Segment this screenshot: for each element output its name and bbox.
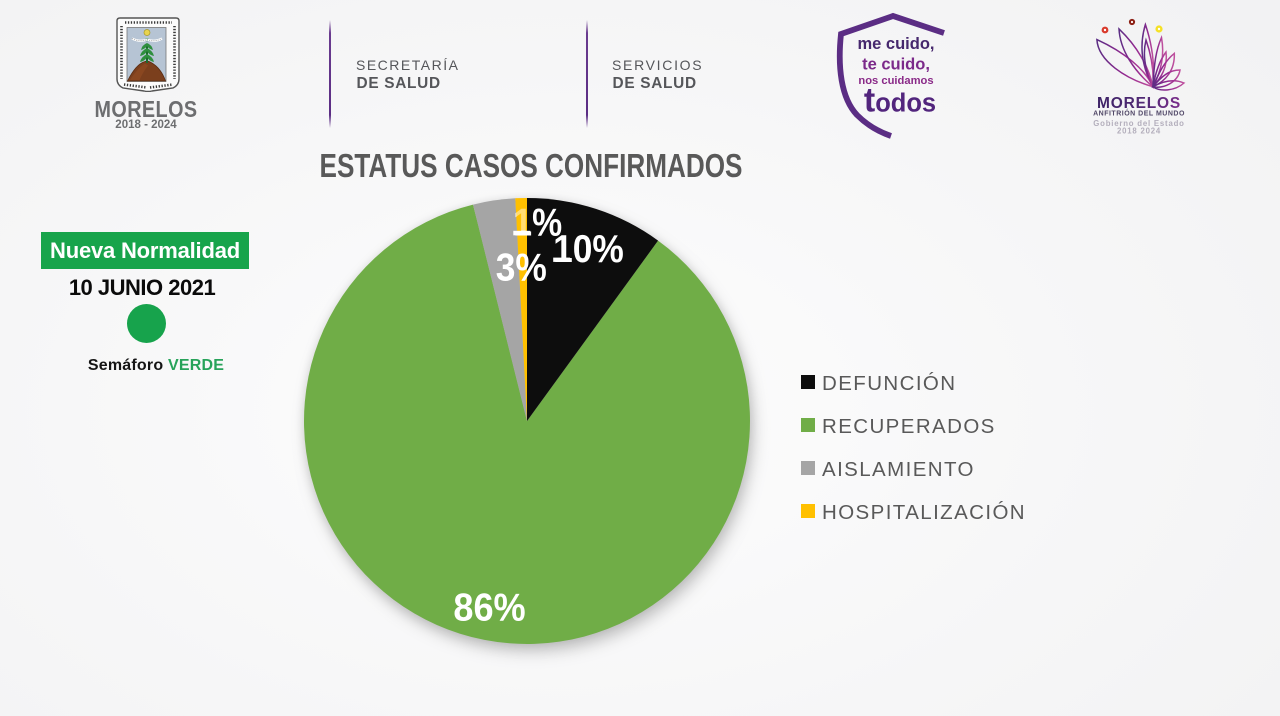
svg-text:10%: 10% bbox=[553, 227, 624, 270]
svg-text:te cuido,: te cuido, bbox=[862, 56, 930, 74]
svg-text:2018 2024: 2018 2024 bbox=[1117, 127, 1161, 136]
svg-text:nos cuidamos: nos cuidamos bbox=[858, 75, 933, 87]
svg-text:todos: todos bbox=[864, 82, 936, 120]
svg-text:MORELOS: MORELOS bbox=[1097, 95, 1181, 112]
svg-text:Gobierno del Estado: Gobierno del Estado bbox=[1093, 119, 1184, 128]
svg-text:3%: 3% bbox=[495, 246, 546, 289]
svg-text:me cuido,: me cuido, bbox=[857, 35, 934, 53]
svg-text:86%: 86% bbox=[453, 586, 525, 629]
svg-text:ANFITRIÓN DEL MUNDO: ANFITRIÓN DEL MUNDO bbox=[1093, 108, 1185, 117]
